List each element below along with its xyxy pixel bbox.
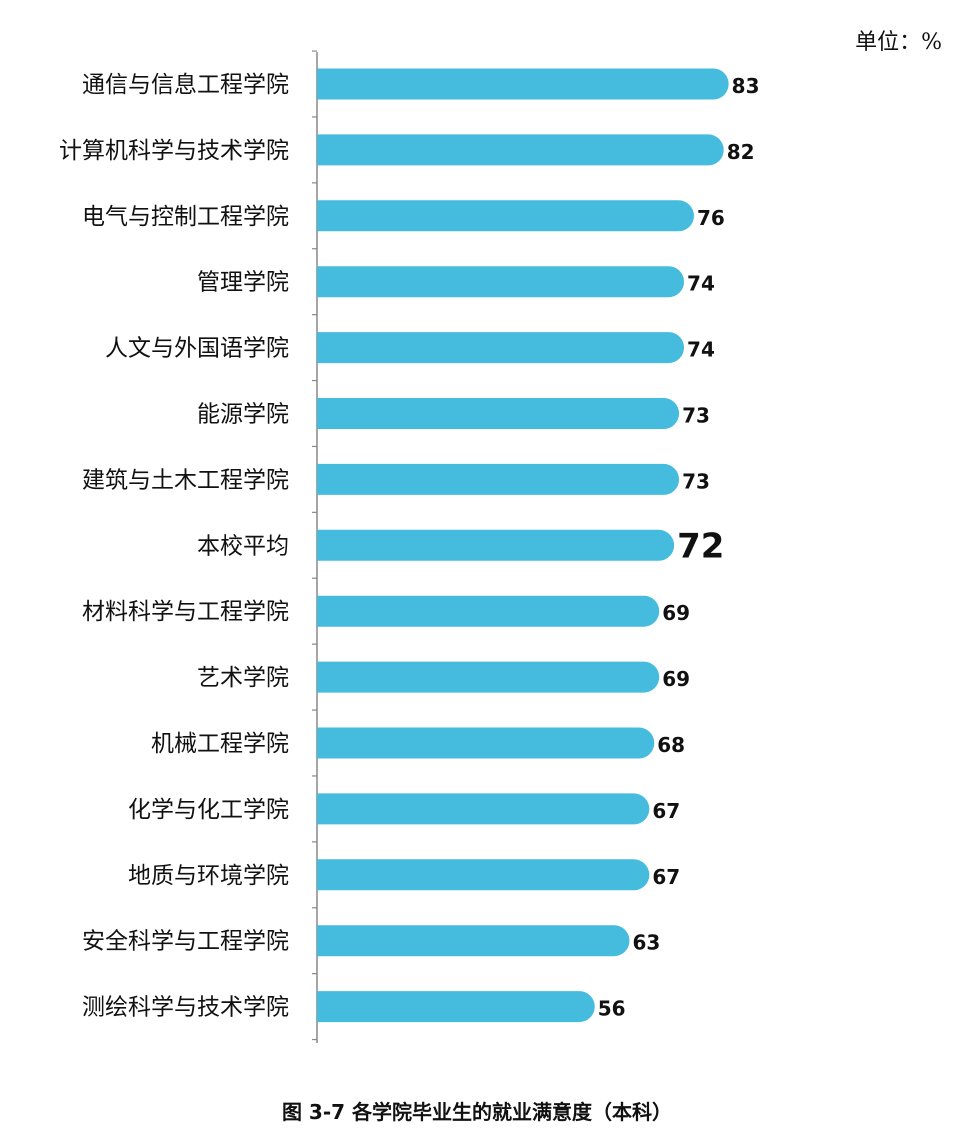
value-label: 67 [652, 799, 680, 823]
category-label: 人文与外国语学院 [105, 336, 289, 362]
value-label: 67 [652, 865, 680, 889]
category-label: 化学与化工学院 [128, 797, 289, 823]
category-label: 计算机科学与技术学院 [59, 138, 289, 164]
category-label: 地质与环境学院 [128, 863, 289, 889]
bar [317, 463, 680, 495]
category-label: 机械工程学院 [151, 731, 289, 757]
bar [317, 991, 595, 1023]
category-label: 本校平均 [197, 533, 289, 559]
value-label: 74 [687, 272, 715, 296]
value-label: 63 [632, 931, 660, 955]
bar [317, 661, 660, 693]
bar [317, 529, 675, 561]
value-label: 82 [727, 140, 755, 164]
value-label: 69 [662, 667, 690, 691]
bar [317, 595, 660, 627]
bar [317, 398, 680, 429]
value-label: 68 [657, 733, 685, 757]
value-label: 56 [598, 997, 626, 1021]
category-label: 材料科学与工程学院 [82, 599, 289, 625]
bar [317, 859, 650, 891]
unit-label: 单位：% [855, 30, 942, 55]
value-label: 73 [682, 469, 710, 493]
bar [317, 727, 655, 759]
value-label: 76 [697, 206, 725, 230]
bar [317, 925, 630, 957]
bar [317, 793, 650, 825]
category-label: 建筑与土木工程学院 [82, 467, 289, 493]
bar [317, 266, 685, 298]
category-label: 通信与信息工程学院 [82, 72, 289, 98]
bar [317, 200, 694, 232]
value-label: 74 [687, 338, 715, 362]
bar [317, 134, 724, 166]
category-label: 电气与控制工程学院 [82, 204, 289, 230]
bar [317, 68, 729, 100]
value-label: 73 [682, 404, 710, 428]
category-label: 安全科学与工程学院 [82, 929, 289, 955]
value-label: 69 [662, 601, 690, 625]
category-label: 艺术学院 [197, 665, 289, 691]
figure-caption: 图 3-7 各学院毕业生的就业满意度（本科） [281, 1100, 673, 1124]
category-label: 管理学院 [197, 270, 289, 296]
category-label: 测绘科学与技术学院 [82, 995, 289, 1021]
value-label: 83 [732, 74, 760, 98]
category-label: 能源学院 [197, 402, 289, 428]
bar-chart: 通信与信息工程学院 83 计算机科学与技术学院 82 电气与控制工程学院 76 管理学院 74… [59, 50, 760, 1043]
value-label: 72 [677, 526, 724, 566]
bar [317, 332, 685, 364]
